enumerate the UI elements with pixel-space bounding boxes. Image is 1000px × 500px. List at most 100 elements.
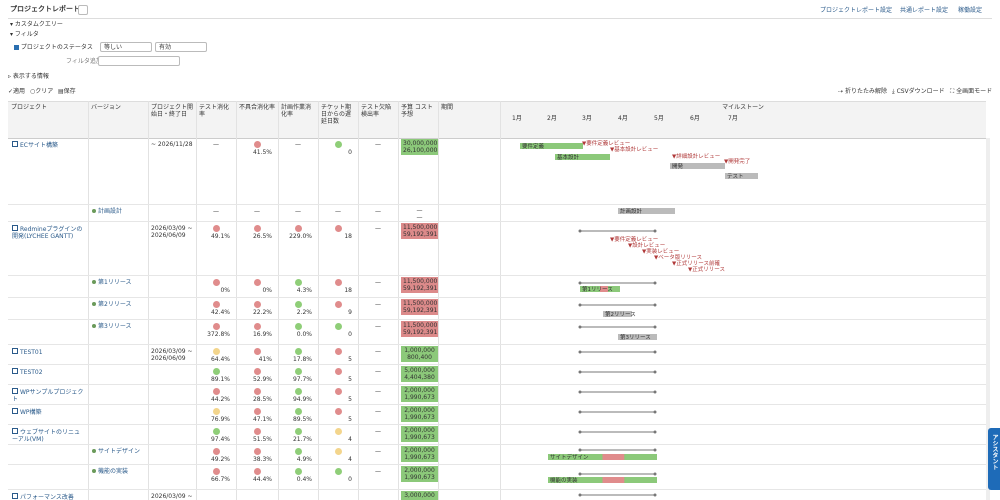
budget-value: 11,500,000: [403, 322, 438, 329]
row-divider: [8, 297, 986, 298]
project-name: ECサイト構築: [20, 142, 58, 149]
milestone: ▼正式リリース前確: [672, 259, 720, 267]
date-text: 2026/03/09 ~: [151, 493, 193, 500]
checkbox[interactable]: [14, 45, 19, 50]
status-dot: [253, 225, 261, 232]
project-icon: [12, 141, 18, 147]
gantt-bar: [670, 163, 725, 169]
span-end: [653, 493, 657, 497]
gantt-bar-delay: [600, 286, 608, 292]
project-link[interactable]: TEST01: [12, 348, 86, 356]
page-title: プロジェクトレポート: [10, 5, 80, 13]
version-link[interactable]: 機能の実装: [92, 468, 128, 475]
clear[interactable]: ○クリア: [30, 88, 54, 95]
status-dot: [212, 448, 220, 455]
metric-value: —: [213, 208, 219, 215]
version-name: 第1リリース: [98, 279, 132, 286]
budget-value: 1,990,673: [404, 394, 435, 401]
metric-value: —: [375, 408, 381, 415]
milestone: ▼ベータ版リリース: [654, 253, 702, 261]
status-dot: [334, 348, 342, 355]
span-end: [653, 281, 657, 285]
save[interactable]: ▤保存: [58, 88, 76, 95]
span-end: [653, 229, 657, 233]
span-end: [653, 350, 657, 354]
milestone: ▼基本設計レビュー: [610, 145, 658, 153]
row-divider: [8, 221, 986, 222]
column-header: プロジェクト: [11, 104, 48, 111]
project-link[interactable]: WPサンプルプロジェクト: [12, 388, 86, 403]
timeline: ▼要件定義レビュー▼基本設計レビュー▼詳細設計レビュー▼開発完了要件定義基本設計…: [520, 139, 758, 497]
budget-box: 11,500,000 59,192,391: [401, 321, 438, 337]
metric-value: 41.5%: [252, 149, 272, 156]
metric-value: 64.4%: [210, 356, 230, 363]
value-select[interactable]: 有効: [155, 42, 207, 52]
csv-download[interactable]: ⤓ CSVダウンロード: [892, 88, 945, 95]
project-icon: [12, 368, 18, 374]
add-filter-select[interactable]: [98, 56, 180, 66]
metric-value: —: [213, 141, 219, 148]
label: プロジェクトのステータス: [20, 44, 93, 51]
version-name: 計画設計: [98, 208, 123, 215]
project-link[interactable]: WP構築: [12, 408, 86, 416]
gantt-bar-delay: [602, 454, 625, 460]
column-header: テスト欠陥検出率: [361, 104, 392, 118]
status-filter[interactable]: プロジェクトのステータス: [14, 44, 93, 51]
filter-toggle[interactable]: ▾ フィルタ: [10, 31, 39, 38]
span-end: [653, 390, 657, 394]
status-dot: [253, 388, 261, 395]
project-link[interactable]: ECサイト構築: [12, 141, 86, 149]
column-divider: [148, 101, 149, 500]
title-menu[interactable]: [78, 5, 88, 15]
settings-link[interactable]: プロジェクトレポート設定: [820, 7, 893, 14]
metric-value: 66.7%: [210, 476, 230, 483]
project-link[interactable]: ウェブサイトのリニューアル(VM): [12, 428, 86, 443]
column-header: 不具合消化率: [239, 104, 276, 111]
metric-value: —: [375, 428, 381, 435]
operator-select[interactable]: 等しい: [100, 42, 152, 52]
status-dot: [212, 279, 220, 286]
version-link[interactable]: 第1リリース: [92, 279, 132, 286]
metric-value: 5: [348, 396, 352, 403]
label: フィルタ: [14, 31, 39, 38]
settings-link[interactable]: 共通レポート設定: [900, 7, 949, 14]
column-header: チケット期日からの遅延日数: [321, 104, 352, 125]
month-label: 5月: [654, 115, 664, 122]
assistant-tab[interactable]: アシスタント: [988, 428, 1000, 490]
budget-box: 11,500,000 59,192,391: [401, 277, 438, 293]
project-name: WP構築: [20, 409, 42, 416]
milestone: ▼開発完了: [724, 157, 750, 165]
apply[interactable]: ✓適用: [8, 88, 26, 95]
version-icon: [92, 302, 96, 306]
status-dot: [294, 388, 302, 395]
metric-value: 229.0%: [289, 233, 312, 240]
project-link[interactable]: パフォーマンス改善: [12, 493, 86, 500]
milestone: ▼設計レビュー: [628, 241, 665, 249]
metric-value: —: [375, 301, 381, 308]
metric-value: 9: [348, 309, 352, 316]
settings-link[interactable]: 稼働設定: [958, 7, 983, 14]
fullscreen[interactable]: ⛶ 全画面モード: [950, 88, 993, 95]
project-link[interactable]: Redmineプラグインの開発(LYCHEE GANTT): [12, 225, 86, 240]
version-link[interactable]: サイトデザイン: [92, 448, 140, 455]
gantt-bar-label: 第2リリース: [605, 310, 636, 318]
options-toggle[interactable]: ▹ 表示する情報: [8, 73, 49, 80]
metric-value: —: [375, 388, 381, 395]
metric-value: 4: [348, 456, 352, 463]
project-link[interactable]: TEST02: [12, 368, 86, 376]
status-dot: [334, 141, 342, 148]
budget-value: 1,000,000: [404, 347, 435, 354]
span-end: [578, 410, 582, 414]
gantt-bar-label: サイトデザイン: [550, 453, 589, 461]
version-link[interactable]: 計画設計: [92, 208, 122, 215]
expand-all[interactable]: ⇢ 折りたたみ解除: [838, 88, 887, 95]
milestone: ▼正式リリース: [688, 265, 725, 273]
custom-query-toggle[interactable]: ▾ カスタムクエリー: [10, 21, 63, 28]
status-dot: [294, 368, 302, 375]
status-dot: [212, 368, 220, 375]
version-link[interactable]: 第3リリース: [92, 323, 132, 330]
project-name: TEST02: [20, 369, 43, 376]
version-link[interactable]: 第2リリース: [92, 301, 132, 308]
milestone: ▼要件定義レビュー: [610, 235, 658, 243]
